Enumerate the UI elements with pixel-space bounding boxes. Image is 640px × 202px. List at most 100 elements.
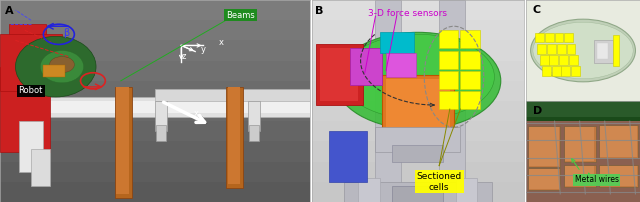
- Ellipse shape: [335, 32, 500, 129]
- Text: B: B: [315, 6, 323, 16]
- Bar: [382, 75, 454, 131]
- Bar: [228, 87, 240, 184]
- Bar: [557, 44, 566, 54]
- Bar: [0, 121, 310, 141]
- Bar: [564, 33, 573, 42]
- Bar: [376, 127, 460, 152]
- Bar: [250, 125, 259, 141]
- Bar: [599, 125, 637, 158]
- Bar: [596, 43, 608, 59]
- Bar: [439, 91, 458, 109]
- Bar: [0, 141, 310, 162]
- Bar: [564, 165, 596, 187]
- Ellipse shape: [341, 34, 495, 119]
- Bar: [600, 126, 637, 157]
- Bar: [549, 55, 558, 65]
- Text: z: z: [182, 52, 186, 61]
- Bar: [312, 101, 524, 121]
- Bar: [226, 87, 243, 188]
- Bar: [248, 101, 260, 131]
- Bar: [386, 53, 416, 77]
- Bar: [526, 101, 640, 119]
- Bar: [0, 61, 310, 81]
- Bar: [344, 182, 492, 202]
- Text: x: x: [219, 38, 224, 47]
- Bar: [312, 121, 524, 141]
- Bar: [0, 34, 62, 91]
- Bar: [44, 65, 65, 77]
- Bar: [561, 66, 570, 76]
- Bar: [37, 97, 310, 117]
- Bar: [529, 168, 560, 190]
- Bar: [10, 24, 47, 85]
- Bar: [392, 145, 444, 162]
- Circle shape: [49, 57, 74, 73]
- Bar: [565, 166, 595, 186]
- Bar: [316, 44, 363, 105]
- Bar: [439, 0, 465, 202]
- Bar: [0, 81, 310, 101]
- Bar: [460, 91, 479, 109]
- Text: D: D: [533, 106, 542, 116]
- Text: A: A: [4, 6, 13, 16]
- Bar: [0, 67, 49, 152]
- Bar: [535, 33, 544, 42]
- Bar: [460, 71, 479, 89]
- Bar: [439, 50, 458, 69]
- Bar: [155, 89, 310, 101]
- Bar: [386, 79, 450, 127]
- Bar: [0, 162, 310, 182]
- Bar: [439, 71, 458, 89]
- Bar: [538, 44, 547, 54]
- Bar: [37, 101, 310, 113]
- Bar: [0, 0, 310, 20]
- Bar: [547, 44, 556, 54]
- Bar: [529, 126, 560, 167]
- Bar: [565, 127, 595, 161]
- Bar: [116, 87, 129, 194]
- Bar: [564, 126, 596, 162]
- Text: Sectioned
cells: Sectioned cells: [417, 172, 462, 191]
- Ellipse shape: [15, 36, 96, 97]
- Bar: [526, 117, 640, 121]
- Bar: [545, 33, 554, 42]
- Bar: [312, 20, 524, 40]
- Bar: [155, 101, 167, 131]
- Ellipse shape: [531, 19, 636, 82]
- Bar: [0, 20, 310, 40]
- Bar: [460, 30, 479, 48]
- Bar: [456, 178, 477, 202]
- Bar: [554, 33, 563, 42]
- Bar: [612, 35, 620, 66]
- Bar: [571, 66, 580, 76]
- Ellipse shape: [40, 50, 84, 83]
- Text: C: C: [533, 5, 541, 15]
- Bar: [0, 182, 310, 202]
- Bar: [0, 101, 310, 121]
- Bar: [529, 169, 559, 189]
- Bar: [595, 40, 612, 63]
- Bar: [392, 186, 444, 202]
- Bar: [529, 127, 559, 166]
- Text: x: x: [194, 109, 199, 118]
- Bar: [156, 125, 166, 141]
- Bar: [380, 32, 413, 53]
- Bar: [312, 0, 524, 20]
- Bar: [552, 66, 561, 76]
- Text: Robot: Robot: [19, 86, 43, 95]
- Bar: [569, 55, 578, 65]
- Bar: [540, 55, 548, 65]
- Bar: [439, 30, 458, 48]
- Bar: [376, 0, 401, 202]
- Bar: [115, 87, 132, 198]
- Bar: [559, 55, 568, 65]
- Bar: [350, 48, 382, 85]
- Bar: [542, 66, 551, 76]
- Bar: [600, 166, 637, 186]
- Text: Metal wires: Metal wires: [575, 175, 619, 184]
- Bar: [566, 44, 575, 54]
- Text: β: β: [63, 28, 70, 38]
- Bar: [31, 149, 49, 186]
- Bar: [312, 141, 524, 162]
- Bar: [460, 50, 479, 69]
